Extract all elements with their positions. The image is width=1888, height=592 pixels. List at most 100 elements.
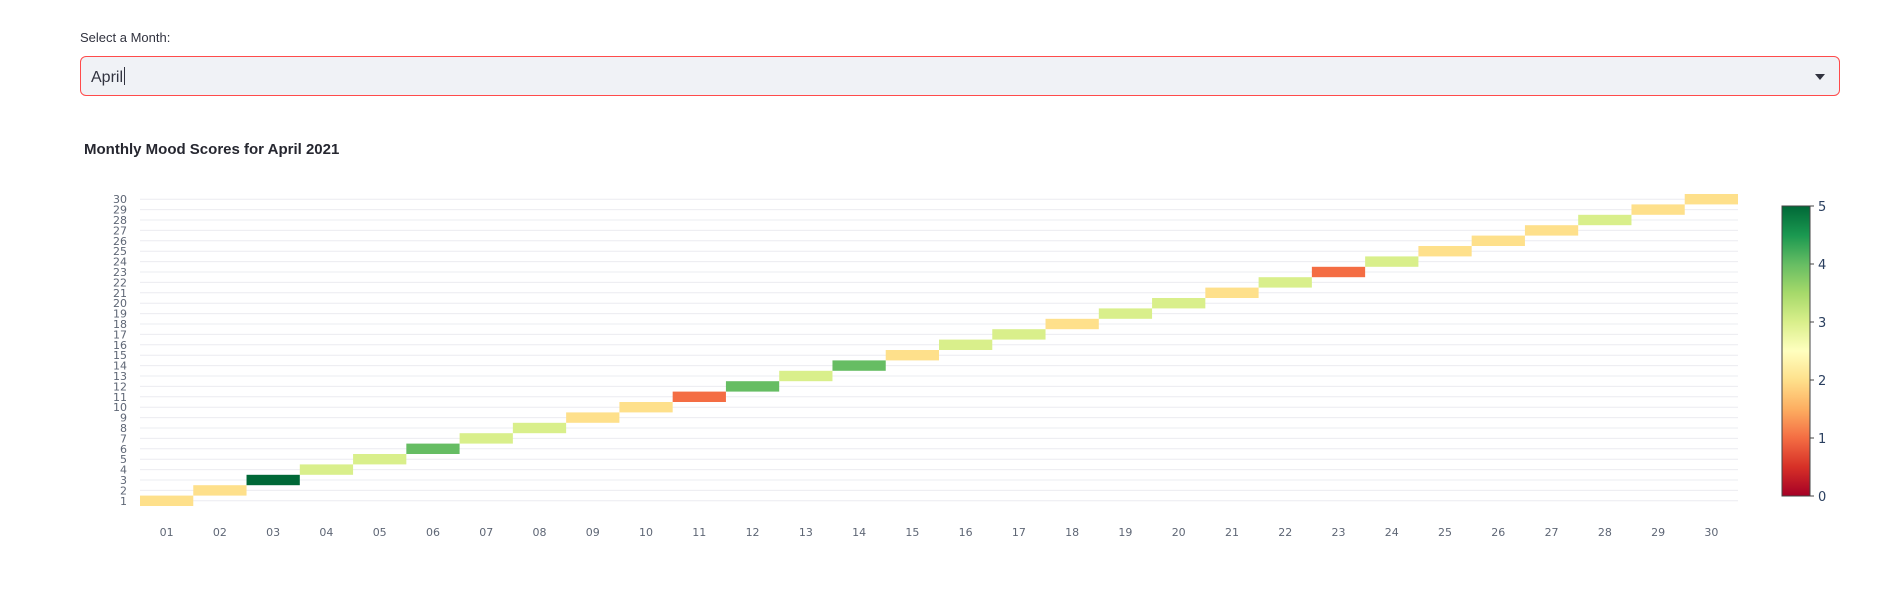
heatmap-cell[interactable] (1471, 235, 1525, 246)
heatmap-cell[interactable] (299, 464, 354, 475)
heatmap-cell[interactable] (246, 474, 300, 486)
y-tick-label: 9 (120, 412, 127, 425)
y-tick-label: 17 (113, 328, 127, 341)
x-tick-label: 19 (1118, 526, 1132, 539)
y-tick-label: 30 (113, 193, 127, 206)
heatmap-cell[interactable] (1684, 194, 1738, 205)
y-tick-label: 5 (120, 453, 127, 466)
x-tick-label: 06 (426, 526, 440, 539)
x-tick-label: 25 (1438, 526, 1452, 539)
y-tick-label: 22 (113, 276, 127, 289)
heatmap-cell[interactable] (1258, 277, 1312, 288)
y-tick-label: 24 (113, 256, 127, 269)
x-tick-label: 11 (692, 526, 706, 539)
x-tick-label: 07 (479, 526, 493, 539)
heatmap-cell[interactable] (1578, 214, 1632, 226)
x-tick-label: 15 (905, 526, 919, 539)
x-tick-label: 01 (160, 526, 174, 539)
x-tick-label: 12 (746, 526, 760, 539)
y-tick-label: 23 (113, 266, 127, 279)
x-tick-label: 08 (533, 526, 547, 539)
heatmap-cell[interactable] (939, 339, 993, 350)
chevron-down-icon[interactable] (1815, 74, 1825, 80)
x-tick-label: 21 (1225, 526, 1239, 539)
x-tick-label: 18 (1065, 526, 1079, 539)
y-tick-label: 6 (120, 443, 127, 456)
y-tick-label: 12 (113, 380, 127, 393)
y-tick-label: 13 (113, 370, 127, 383)
y-tick-label: 14 (113, 360, 127, 373)
heatmap-cell[interactable] (406, 443, 460, 454)
heatmap-cell[interactable] (725, 381, 780, 392)
y-tick-label: 4 (120, 464, 127, 477)
colorbar-tick-label: 4 (1818, 258, 1826, 273)
y-tick-label: 27 (113, 224, 127, 237)
y-tick-label: 25 (113, 245, 127, 258)
heatmap-cell[interactable] (1205, 287, 1259, 298)
x-tick-label: 30 (1704, 526, 1718, 539)
x-tick-label: 23 (1332, 526, 1346, 539)
heatmap-cell[interactable] (1418, 246, 1472, 257)
y-tick-label: 18 (113, 318, 127, 331)
heatmap-cell[interactable] (353, 454, 407, 465)
y-tick-label: 21 (113, 287, 127, 300)
y-tick-label: 11 (113, 391, 127, 404)
heatmap-cell[interactable] (885, 350, 939, 361)
heatmap-cell[interactable] (193, 485, 247, 496)
y-tick-label: 3 (120, 474, 127, 487)
colorbar-tick-label: 3 (1818, 316, 1826, 331)
heatmap-cell[interactable] (1524, 225, 1579, 236)
x-tick-label: 24 (1385, 526, 1399, 539)
heatmap-cell[interactable] (1098, 308, 1153, 319)
x-tick-label: 05 (373, 526, 387, 539)
colorbar: 0 1 2 3 4 5 (1781, 200, 1826, 505)
x-tick-label: 22 (1278, 526, 1292, 539)
colorbar-tick-label: 2 (1818, 374, 1826, 389)
heatmap-cell[interactable] (619, 402, 673, 413)
y-tick-label: 1 (120, 495, 127, 508)
heatmap-cell[interactable] (672, 391, 726, 402)
y-tick-label: 26 (113, 235, 127, 248)
heatmap-cell[interactable] (779, 370, 833, 382)
colorbar-tick-label: 1 (1818, 432, 1826, 447)
y-tick-label: 15 (113, 349, 127, 362)
heatmap-cell[interactable] (832, 360, 886, 371)
colorbar-tick-label: 0 (1818, 490, 1826, 505)
heatmap-cell[interactable] (566, 412, 620, 423)
heatmap-cell[interactable] (1311, 266, 1366, 278)
text-cursor (124, 67, 126, 85)
x-tick-label: 29 (1651, 526, 1665, 539)
y-tick-label: 10 (113, 401, 127, 414)
heatmap-cells (140, 194, 1738, 506)
colorbar-gradient (1781, 205, 1811, 497)
y-tick-label: 8 (120, 422, 127, 435)
x-tick-label: 04 (319, 526, 333, 539)
x-tick-label: 28 (1598, 526, 1612, 539)
heatmap-cell[interactable] (1152, 298, 1206, 309)
heatmap-cell[interactable] (459, 433, 513, 444)
x-axis-ticks: 01 02 03 04 05 06 07 08 09 10 11 12 13 14 15 16 17 18 19 20… (160, 526, 1719, 539)
x-tick-label: 17 (1012, 526, 1026, 539)
y-tick-label: 7 (120, 432, 127, 445)
y-tick-label: 19 (113, 308, 127, 321)
x-tick-label: 13 (799, 526, 813, 539)
heatmap-cell[interactable] (1631, 204, 1685, 215)
heatmap-cell[interactable] (512, 422, 567, 434)
x-tick-label: 09 (586, 526, 600, 539)
x-tick-label: 03 (266, 526, 280, 539)
y-tick-label: 20 (113, 297, 127, 310)
month-select[interactable]: April (80, 56, 1840, 96)
colorbar-tick-label: 5 (1818, 200, 1826, 215)
month-select-value: April (91, 67, 126, 86)
heatmap-cell[interactable] (140, 495, 194, 506)
x-tick-label: 14 (852, 526, 866, 539)
y-tick-label: 28 (113, 214, 127, 227)
y-tick-label: 29 (113, 204, 127, 217)
heatmap-cell[interactable] (992, 329, 1046, 340)
heatmap-cell[interactable] (1365, 256, 1419, 267)
x-tick-label: 10 (639, 526, 653, 539)
heatmap-cell[interactable] (1045, 318, 1099, 330)
y-tick-label: 16 (113, 339, 127, 352)
x-tick-label: 26 (1491, 526, 1505, 539)
